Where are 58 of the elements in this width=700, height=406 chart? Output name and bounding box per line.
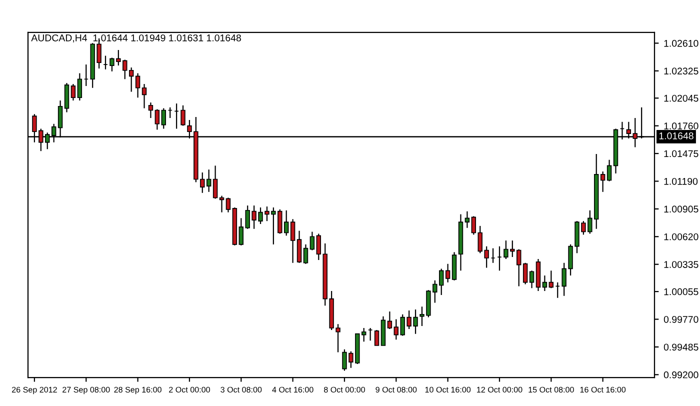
candlestick [290,218,296,264]
candlestick [464,210,470,228]
candlestick [394,318,399,340]
candlestick [219,195,224,213]
y-tick-label: 1.01190 [664,178,698,185]
y-tick-label: 1.00905 [664,206,698,213]
candlestick [64,82,70,113]
candlestick [161,108,166,130]
candlestick [142,83,147,109]
candlestick [77,72,82,102]
y-tick-label: 1.02610 [664,40,698,47]
x-tick-label: 15 Oct 08:00 [528,386,574,393]
candlestick [522,262,528,285]
candlestick [529,270,534,289]
candlestick [387,310,392,330]
candlestick [70,83,76,102]
y-tick-label: 0.99485 [664,344,698,351]
candlestick [310,231,315,251]
candlestick [128,66,134,92]
x-tick-label: 27 Sep 08:00 [62,386,110,394]
candlestick [135,72,140,98]
x-tick-label: 12 Oct 00:00 [477,386,522,393]
candlestick [600,170,606,192]
y-tick-label: 1.01475 [664,150,698,158]
candlestick [180,104,186,126]
x-tick-label: 16 Oct 16:00 [580,386,626,393]
candlestick [284,210,289,236]
x-tick-label: 28 Sep 16:00 [114,386,162,394]
y-tick-label: 1.00055 [664,288,698,296]
x-tick-label: 26 Sep 2012 [12,386,57,394]
x-tick-label: 8 Oct 00:00 [324,386,365,393]
candlestick [303,244,308,264]
x-tick-label: 2 Oct 00:00 [169,386,210,393]
ref-line-label: 1.01648 [659,132,694,140]
y-tick-label: 1.00335 [664,261,698,268]
candlestick [548,270,554,289]
x-tick-label: 3 Oct 08:00 [220,386,262,393]
candlestick [445,263,450,283]
x-tick-label: 10 Oct 16:00 [425,386,471,393]
candlestick [154,108,160,130]
y-tick-label: 1.02325 [664,68,698,74]
chart-title: AUDCAD,H4 1.01644 1.01949 1.01631 1.01648 [31,34,241,42]
candlestick [606,159,612,182]
candlestick [212,165,218,200]
candlestick [206,168,212,192]
candlestick [148,102,154,119]
y-tick-label: 1.01760 [664,122,698,130]
x-tick-label: 9 Oct 08:00 [376,386,417,393]
candlestick [226,197,231,213]
candlestick [296,230,302,264]
y-tick-label: 0.99200 [664,371,698,378]
y-tick-label: 0.99770 [664,316,698,323]
y-tick-label: 1.00620 [664,233,698,240]
candlestick [374,329,380,346]
candlestick [542,274,548,292]
x-tick-label: 4 Oct 16:00 [272,386,314,393]
y-tick-label: 1.02045 [664,94,698,102]
candlestick [471,216,476,236]
